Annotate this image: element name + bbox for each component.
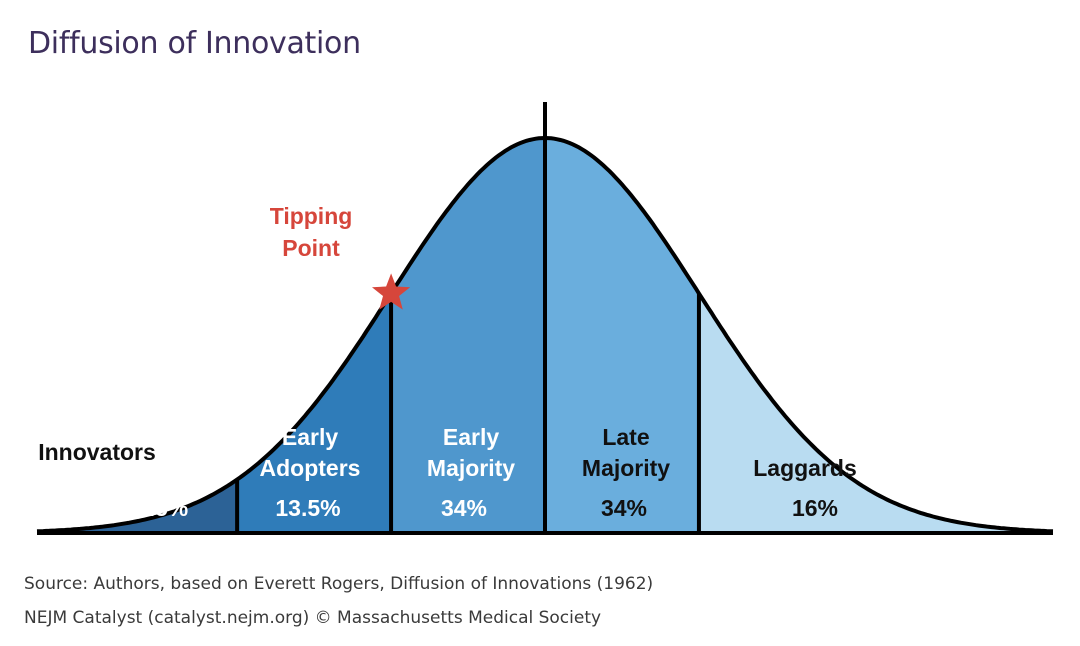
pct-laggards: 16% bbox=[792, 495, 838, 521]
pct-late-majority: 34% bbox=[601, 495, 647, 521]
segment-innovators bbox=[37, 479, 238, 533]
label-late-majority-line2: Majority bbox=[582, 455, 670, 481]
label-early-majority-line1: Early bbox=[443, 424, 499, 450]
tipping-point-star-icon bbox=[372, 273, 411, 310]
label-early-adopters-line1: Early bbox=[282, 424, 338, 450]
pct-innovators: 2.5% bbox=[136, 495, 188, 521]
label-innovators: Innovators bbox=[38, 439, 156, 465]
publisher-credit: NEJM Catalyst (catalyst.nejm.org) © Mass… bbox=[24, 608, 602, 628]
tipping-point-label-line2: Point bbox=[282, 235, 340, 261]
pct-early-adopters: 13.5% bbox=[275, 495, 340, 521]
tipping-point-label-line1: Tipping bbox=[270, 203, 353, 229]
label-early-adopters-line2: Adopters bbox=[260, 455, 361, 481]
label-late-majority-line1: Late bbox=[602, 424, 649, 450]
pct-early-majority: 34% bbox=[441, 495, 487, 521]
segment-laggards bbox=[698, 293, 1053, 533]
label-laggards: Laggards bbox=[753, 455, 857, 481]
chart-title: Diffusion of Innovation bbox=[28, 26, 361, 61]
source-citation: Source: Authors, based on Everett Rogers… bbox=[24, 574, 654, 594]
label-early-majority-line2: Majority bbox=[427, 455, 515, 481]
